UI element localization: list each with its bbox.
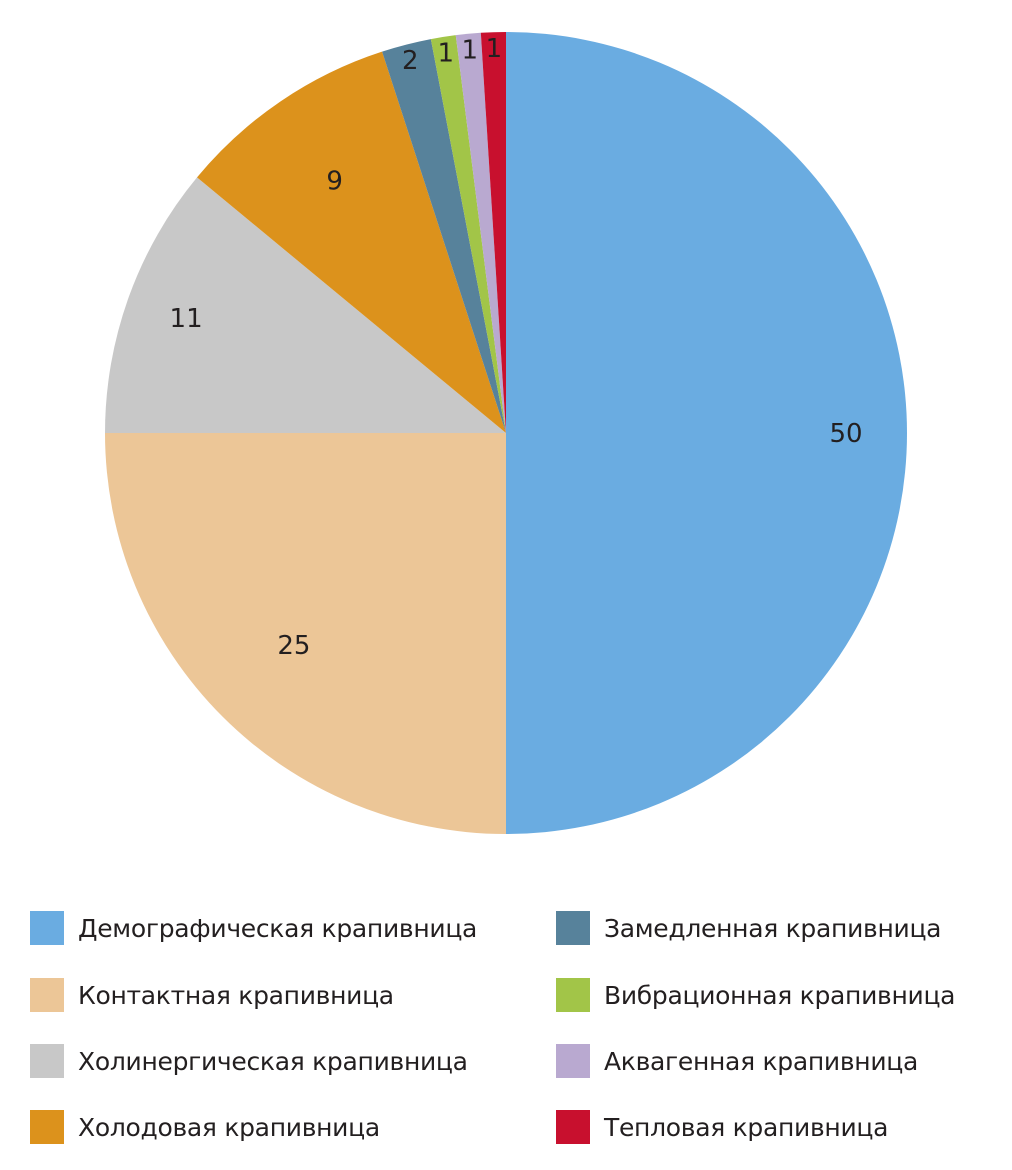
- legend-label-contact: Контактная крапивница: [78, 980, 394, 1010]
- pie-slice-8: [480, 32, 506, 433]
- legend-label-heat: Тепловая крапивница: [604, 1112, 889, 1142]
- legend-swatch-cholinergic: [30, 1044, 64, 1078]
- legend-item-cold: Холодовая крапивница: [30, 1110, 380, 1144]
- legend-swatch-heat: [556, 1110, 590, 1144]
- pie-slice-1: [506, 32, 907, 834]
- pie-slice-5: [382, 39, 506, 433]
- pie-slice-3: [105, 177, 506, 433]
- legend-label-delayed: Замедленная крапивница: [604, 913, 942, 943]
- pie-data-label-7: 1: [462, 36, 479, 66]
- legend-swatch-aquagenic: [556, 1044, 590, 1078]
- pie-slices: [105, 32, 907, 834]
- legend-swatch-demographic: [30, 911, 64, 945]
- pie-data-label-2: 25: [277, 631, 310, 661]
- pie-data-label-4: 9: [326, 167, 343, 197]
- pie-data-label-5: 2: [402, 46, 419, 76]
- legend-item-cholinergic: Холинергическая крапивница: [30, 1044, 468, 1078]
- legend-item-heat: Тепловая крапивница: [556, 1110, 888, 1144]
- pie-data-label-6: 1: [438, 39, 455, 69]
- pie-data-label-1: 50: [829, 419, 862, 449]
- legend-label-cold: Холодовая крапивница: [78, 1112, 380, 1142]
- legend-swatch-contact: [30, 978, 64, 1012]
- legend-swatch-delayed: [556, 911, 590, 945]
- legend-item-contact: Контактная крапивница: [30, 978, 394, 1012]
- pie-slice-4: [197, 51, 506, 433]
- legend-label-vibratory: Вибрационная крапивница: [604, 980, 956, 1010]
- pie-slice-2: [105, 433, 506, 834]
- pie-data-label-8: 1: [486, 34, 503, 64]
- legend-label-demographic: Демографическая крапивница: [78, 913, 478, 943]
- legend-label-cholinergic: Холинергическая крапивница: [78, 1046, 468, 1076]
- legend-item-delayed: Замедленная крапивница: [556, 911, 941, 945]
- legend-swatch-vibratory: [556, 978, 590, 1012]
- pie-slice-6: [430, 35, 506, 433]
- legend-item-vibratory: Вибрационная крапивница: [556, 978, 956, 1012]
- legend-item-demographic: Демографическая крапивница: [30, 911, 477, 945]
- pie-slice-7: [455, 32, 506, 433]
- legend-swatch-cold: [30, 1110, 64, 1144]
- legend-label-aquagenic: Аквагенная крапивница: [604, 1046, 919, 1076]
- pie-data-label-3: 11: [170, 304, 203, 334]
- legend-item-aquagenic: Аквагенная крапивница: [556, 1044, 918, 1078]
